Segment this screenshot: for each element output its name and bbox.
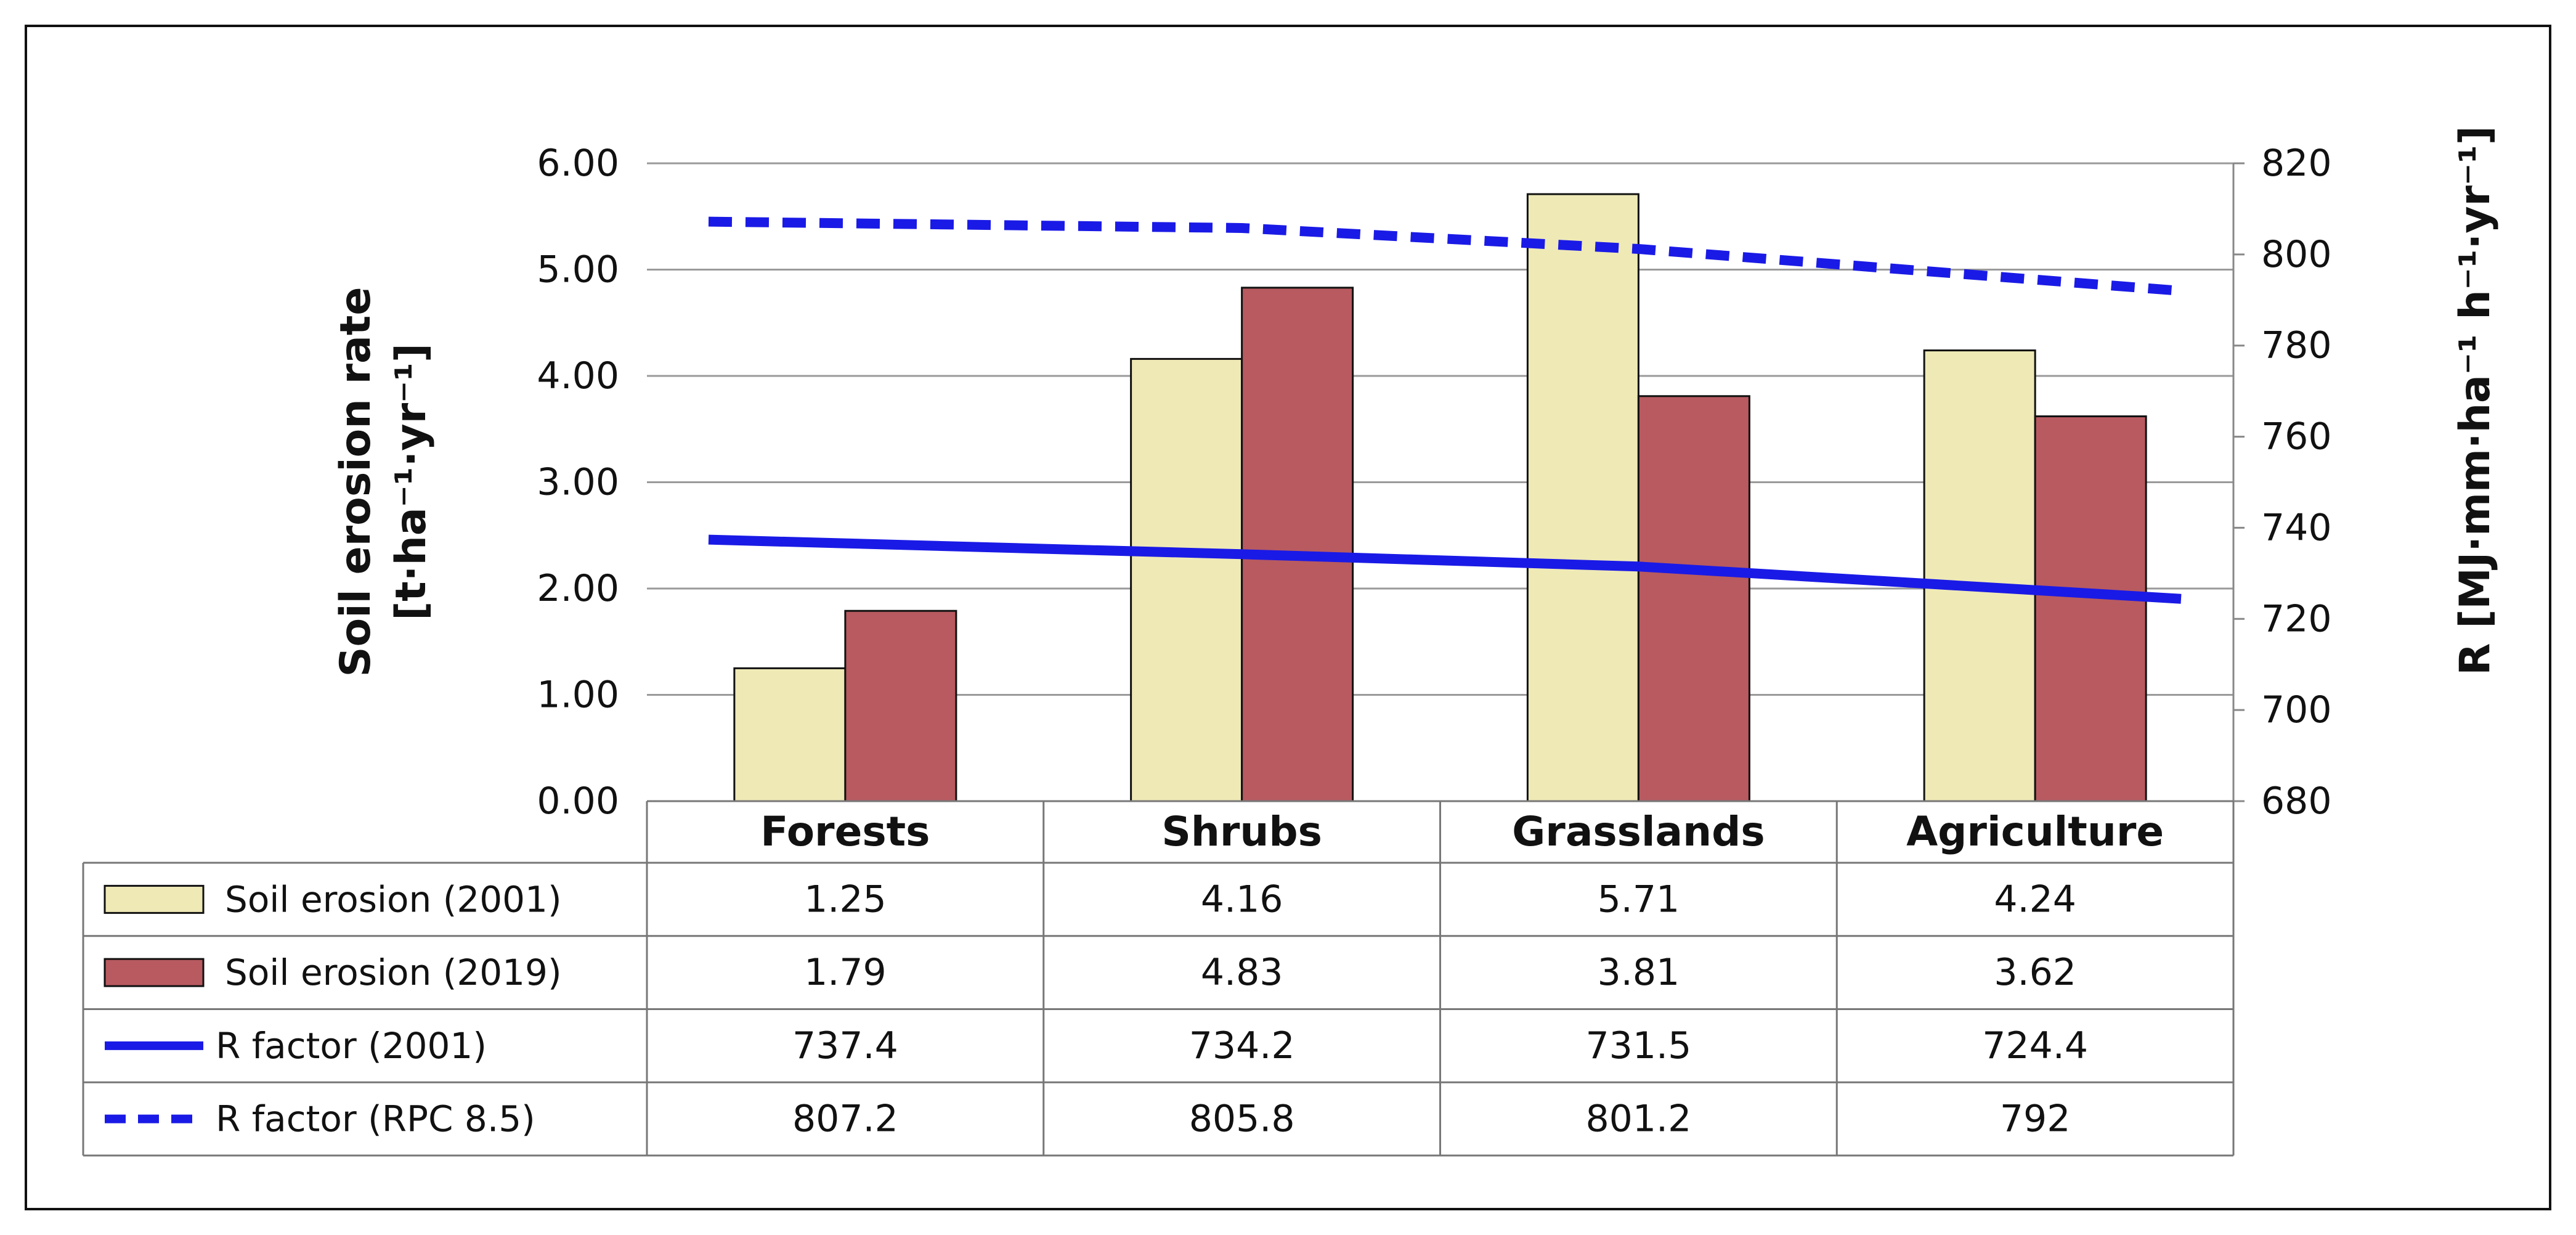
y-tick-label: 5.00 [537,248,619,291]
legend-swatch [104,884,205,914]
lines [708,216,2182,604]
table-cell: 4.24 [1994,878,2076,921]
bar-agriculture-1 [1923,349,2036,802]
legend-swatch [104,958,205,987]
bars [733,193,2147,802]
y-axis-title: Soil erosion rate [t·ha⁻¹·yr⁻¹] [331,287,436,677]
y-axis-title-line2: [t·ha⁻¹·yr⁻¹] [387,343,436,621]
series-line-r-factor-rpc85 [708,216,2182,296]
table-cell: 805.8 [1189,1098,1295,1141]
axes: 0.00 1.00 2.00 3.00 4.00 5.00 6.00 680 700 720 740… [331,126,2500,823]
y2-tick-label: 800 [2261,233,2332,276]
bar-shrubs-2 [1241,287,1354,802]
table-cell: 3.81 [1598,951,1680,994]
data-table: Forests Shrubs Grasslands Agriculture Soil e… [82,800,2235,1157]
category-label: Grasslands [1512,808,1765,855]
legend-label: Soil erosion (2001) [225,878,562,920]
bar-grasslands-2 [1637,395,1750,802]
table-cell: 1.79 [804,951,887,994]
bar-forests-1 [733,667,847,802]
legend-label: Soil erosion (2019) [225,952,562,993]
table-cell: 734.2 [1189,1024,1295,1067]
table-cell: 724.4 [1982,1024,2088,1067]
y-axis-title-line1: Soil erosion rate [331,287,380,677]
figure-frame [25,25,2551,1210]
bar-shrubs-1 [1130,357,1243,802]
table-cell: 4.16 [1201,878,1283,921]
table-cell: 792 [2000,1098,2071,1141]
bar-agriculture-2 [2034,415,2147,802]
table-cell: 801.2 [1585,1098,1691,1141]
y2-tick-label: 780 [2261,324,2332,367]
y-tick-label: 0.00 [537,780,619,823]
y2-tick-label: 700 [2261,688,2332,732]
bar-forests-2 [844,609,957,802]
table-cell: 3.62 [1994,951,2076,994]
category-label: Shrubs [1161,808,1322,855]
category-label: Forests [760,808,930,855]
bar-grasslands-1 [1526,193,1639,802]
table-cell: 807.2 [792,1098,898,1141]
table-cell: 737.4 [792,1024,898,1067]
table-cell: 1.25 [804,878,887,921]
y2-tick-label: 760 [2261,415,2332,459]
y-tick-label: 4.00 [537,354,619,397]
legend-label: R factor (RPC 8.5) [216,1098,535,1140]
y2-axis-title: R [MJ·mm·ha⁻¹ h⁻¹·yr⁻¹] [2451,126,2500,675]
y-tick-label: 2.00 [537,567,619,610]
table-cell: 731.5 [1585,1024,1691,1067]
legend-label: R factor (2001) [216,1025,487,1067]
series-line-r-factor-2001 [708,534,2182,604]
y2-tick-label: 720 [2261,597,2332,640]
y-tick-label: 1.00 [537,674,619,717]
category-label: Agriculture [1906,808,2164,855]
y-tick-label: 6.00 [537,142,619,185]
y2-tick-label: 740 [2261,506,2332,549]
table-cell: 4.83 [1201,951,1283,994]
table-cell: 5.71 [1598,878,1680,921]
y2-tick-label: 680 [2261,780,2332,823]
y-tick-label: 3.00 [537,461,619,504]
y2-tick-label: 820 [2261,142,2332,185]
